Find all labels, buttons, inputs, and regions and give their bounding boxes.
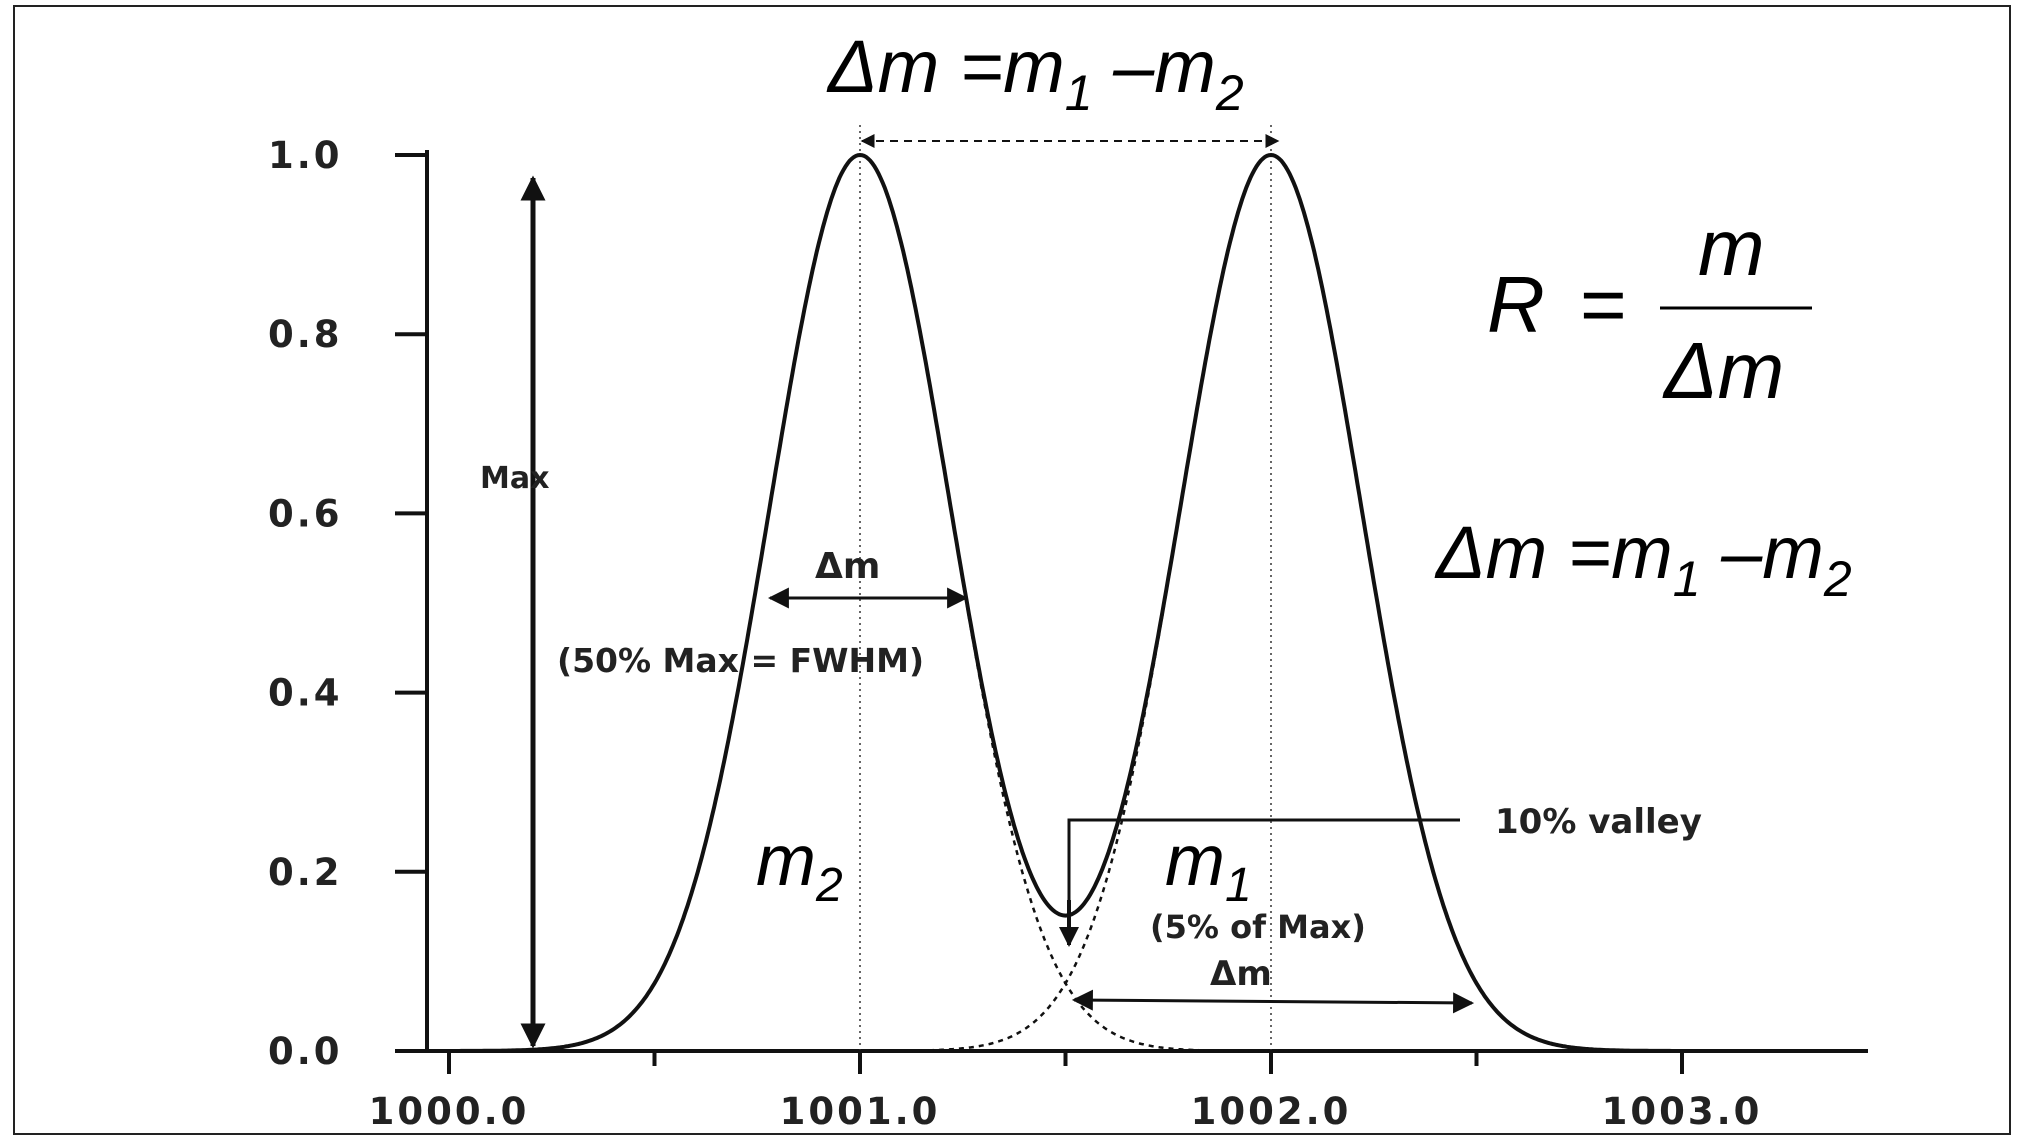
peak-m1-label: m1	[1165, 821, 1252, 912]
top-delta-formula: Δm =m1 –m2	[826, 25, 1244, 121]
resolution-numerator: m	[1698, 203, 1765, 292]
x-ticks: 1000.0 1001.0 1002.0 1003.0	[369, 1051, 1763, 1133]
y-tick-label: 0.2	[268, 851, 343, 894]
y-tick-label: 0.6	[268, 492, 343, 535]
valley-delta-arrow	[1071, 989, 1475, 1014]
valley-delta-label: Δm	[1210, 954, 1272, 994]
x-tick-label: 1003.0	[1602, 1090, 1763, 1133]
x-tick-label: 1000.0	[369, 1090, 530, 1133]
y-tick-label: 0.8	[268, 313, 343, 356]
peak-m2-label: m2	[756, 821, 843, 912]
valley-sub-label: (5% of Max)	[1150, 908, 1366, 946]
y-tick-label: 0.0	[268, 1030, 343, 1073]
y-tick-label: 1.0	[268, 134, 343, 177]
axes	[425, 150, 1868, 1053]
fwhm-delta-label: Δm	[815, 546, 880, 587]
valley-label: 10% valley	[1495, 802, 1702, 842]
annotations: Max Δm (50% Max = FWHM) 10% valley (5% o…	[480, 134, 1702, 1049]
series-sum-line	[449, 152, 1867, 1053]
y-ticks: 0.0 0.2 0.4 0.6 0.8 1.0	[268, 134, 427, 1073]
fwhm-label: (50% Max = FWHM)	[557, 641, 924, 680]
x-tick-label: 1002.0	[1191, 1090, 1352, 1133]
figure-frame	[13, 5, 2011, 1135]
resolution-equals: =	[1580, 260, 1627, 349]
series-group	[449, 152, 1867, 1053]
y-tick-label: 0.4	[268, 672, 343, 715]
resolution-denominator: Δm	[1662, 326, 1784, 415]
right-delta-formula: Δm =m1 –m2	[1434, 511, 1852, 607]
max-label: Max	[480, 461, 549, 496]
formulas: Δm =m1 –m2 R = m Δm Δm =m1 –m2	[826, 25, 1852, 607]
x-tick-label: 1001.0	[780, 1090, 941, 1133]
resolution-R-symbol: R	[1487, 260, 1545, 349]
